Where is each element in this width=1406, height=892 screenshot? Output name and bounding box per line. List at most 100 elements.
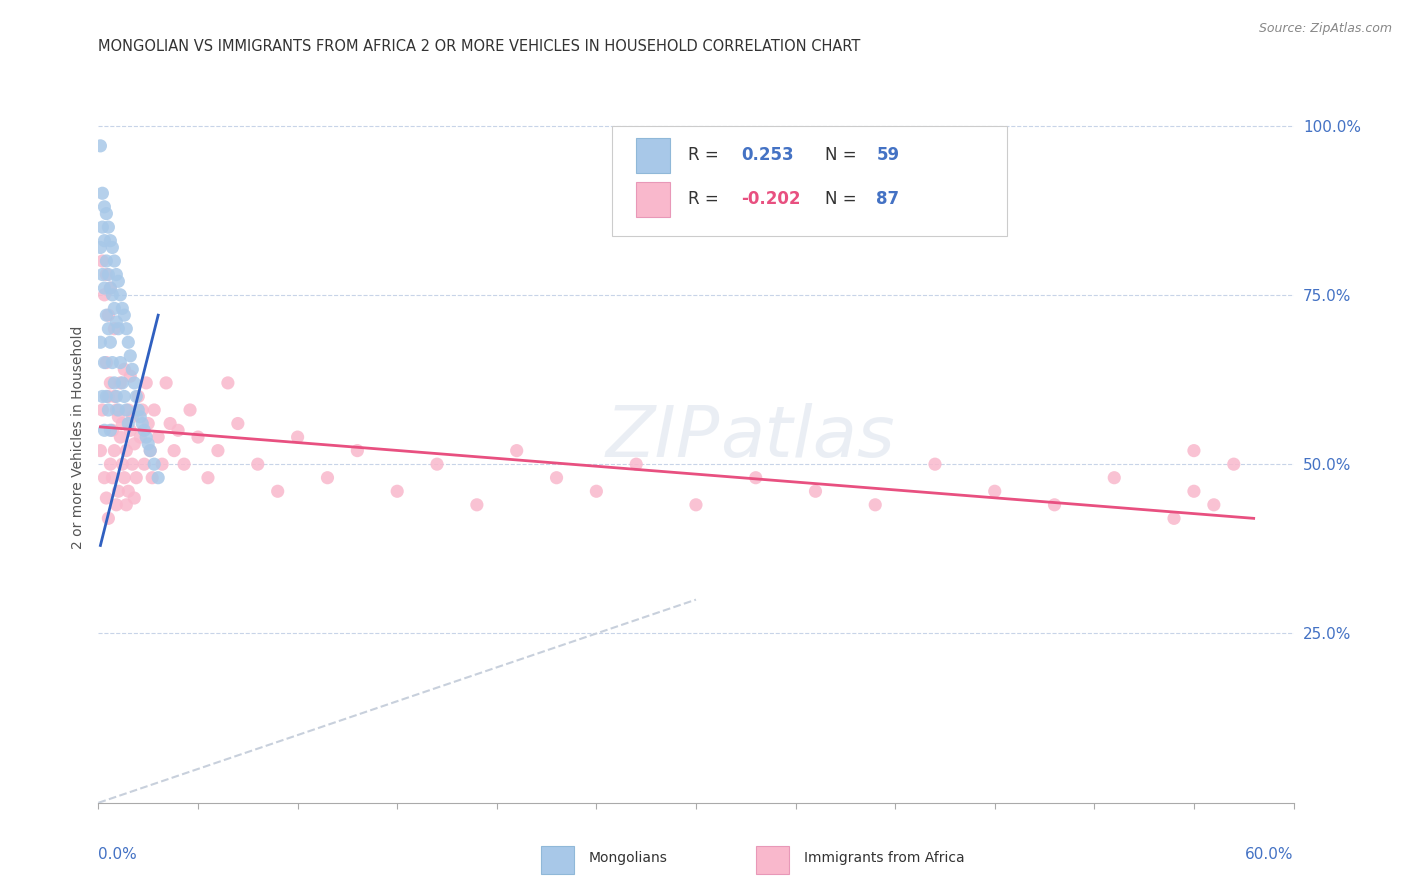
Point xyxy=(129,430,152,444)
Point xyxy=(465,498,488,512)
Point xyxy=(103,376,125,390)
Point xyxy=(93,281,115,295)
Point xyxy=(129,409,152,424)
Point xyxy=(121,362,143,376)
Point xyxy=(89,240,111,254)
Point xyxy=(111,417,134,431)
Point xyxy=(125,471,148,485)
Point xyxy=(134,423,156,437)
Point xyxy=(107,322,129,336)
Point xyxy=(585,484,607,499)
Point xyxy=(93,355,115,369)
Point xyxy=(112,471,135,485)
Point xyxy=(1163,511,1185,525)
Point xyxy=(127,403,149,417)
Point xyxy=(125,389,148,403)
Point xyxy=(121,457,143,471)
Point xyxy=(1104,471,1126,485)
Point xyxy=(745,471,768,485)
Point xyxy=(1182,443,1205,458)
Point xyxy=(96,268,118,282)
Point xyxy=(1223,457,1246,471)
Point xyxy=(97,268,120,282)
Point xyxy=(107,403,129,417)
Point xyxy=(626,457,648,471)
Point xyxy=(984,484,1007,499)
Point xyxy=(115,403,138,417)
Point xyxy=(105,268,128,282)
Point xyxy=(155,376,177,390)
Point xyxy=(103,301,125,316)
Point xyxy=(97,389,120,403)
Point xyxy=(316,471,339,485)
Point xyxy=(105,315,128,329)
Point xyxy=(804,484,827,499)
Text: -0.202: -0.202 xyxy=(741,190,801,209)
Point xyxy=(143,457,166,471)
Point xyxy=(685,498,707,512)
Point xyxy=(135,376,157,390)
Point xyxy=(546,471,568,485)
Point xyxy=(117,484,139,499)
Point xyxy=(150,457,173,471)
Point xyxy=(96,254,118,268)
Point xyxy=(117,335,139,350)
Point xyxy=(105,498,128,512)
Point xyxy=(207,443,229,458)
Point xyxy=(91,389,114,403)
Point xyxy=(91,254,114,268)
Text: R =: R = xyxy=(688,190,724,209)
Point xyxy=(96,389,118,403)
Point xyxy=(120,423,142,437)
Point xyxy=(91,403,114,417)
Point xyxy=(197,471,219,485)
Y-axis label: 2 or more Vehicles in Household: 2 or more Vehicles in Household xyxy=(70,326,84,549)
Point xyxy=(89,443,111,458)
Point xyxy=(107,274,129,288)
Point xyxy=(131,417,153,431)
Point xyxy=(136,437,159,451)
Text: Immigrants from Africa: Immigrants from Africa xyxy=(804,851,965,864)
Point xyxy=(124,437,146,451)
Text: 0.0%: 0.0% xyxy=(98,847,138,862)
Point xyxy=(98,423,122,437)
Point xyxy=(98,335,122,350)
Point xyxy=(111,457,134,471)
Point xyxy=(89,139,111,153)
Point xyxy=(96,491,118,505)
Point xyxy=(385,484,409,499)
Point xyxy=(101,240,124,254)
Point xyxy=(110,376,132,390)
Point xyxy=(93,471,115,485)
Point xyxy=(98,457,122,471)
Point xyxy=(139,443,162,458)
Point xyxy=(267,484,290,499)
Point xyxy=(96,308,118,322)
Point xyxy=(1202,498,1225,512)
FancyBboxPatch shape xyxy=(756,846,789,874)
Point xyxy=(101,423,124,437)
Point xyxy=(112,389,135,403)
Point xyxy=(98,376,122,390)
Point xyxy=(112,308,135,322)
Text: R =: R = xyxy=(688,146,724,164)
Point xyxy=(179,403,201,417)
FancyBboxPatch shape xyxy=(541,846,574,874)
Point xyxy=(93,423,115,437)
Point xyxy=(135,430,157,444)
Point xyxy=(97,220,120,235)
Point xyxy=(103,443,125,458)
Point xyxy=(506,443,529,458)
Point xyxy=(110,430,132,444)
Point xyxy=(141,471,163,485)
Point xyxy=(112,362,135,376)
Point xyxy=(1043,498,1066,512)
Point xyxy=(120,369,142,384)
Text: 59: 59 xyxy=(876,146,900,164)
Text: Source: ZipAtlas.com: Source: ZipAtlas.com xyxy=(1258,22,1392,36)
Point xyxy=(173,457,195,471)
Point xyxy=(346,443,368,458)
Text: MONGOLIAN VS IMMIGRANTS FROM AFRICA 2 OR MORE VEHICLES IN HOUSEHOLD CORRELATION : MONGOLIAN VS IMMIGRANTS FROM AFRICA 2 OR… xyxy=(98,38,860,54)
Point xyxy=(98,234,122,248)
Point xyxy=(117,403,139,417)
